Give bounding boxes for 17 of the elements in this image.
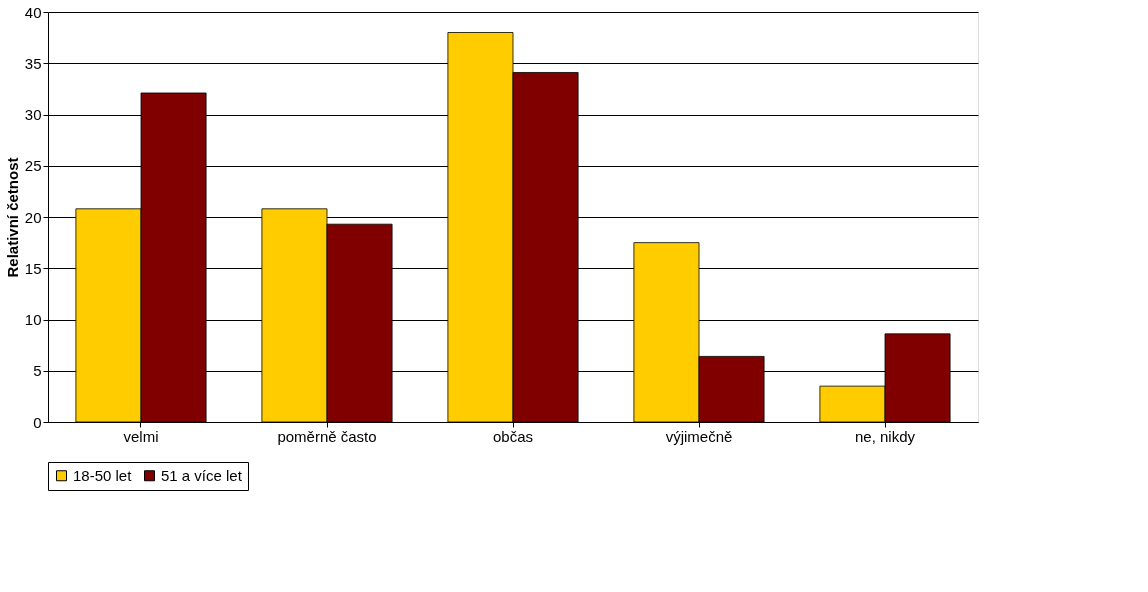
x-tick-label: výjimečně [665, 427, 733, 445]
legend-label: 51 a více let [161, 466, 243, 484]
y-tick-label: 20 [24, 208, 42, 226]
y-tick-label: 35 [24, 54, 42, 72]
y-tick-label: 5 [33, 362, 42, 380]
y-tick-label: 15 [24, 259, 42, 277]
x-tick-label: velmi [123, 427, 159, 445]
y-tick-label: 25 [24, 157, 42, 175]
x-tick-label: poměrně často [277, 427, 377, 445]
y-tick-label: 30 [24, 106, 42, 123]
y-axis-title: Relativní četnost [3, 157, 21, 278]
legend-label: 18-50 let [73, 466, 133, 484]
y-tick-label: 0 [33, 413, 42, 431]
x-tick-label: ne, nikdy [854, 427, 916, 445]
y-tick-label: 40 [24, 3, 42, 21]
y-tick-label: 10 [24, 311, 42, 328]
x-tick-label: občas [492, 427, 534, 445]
